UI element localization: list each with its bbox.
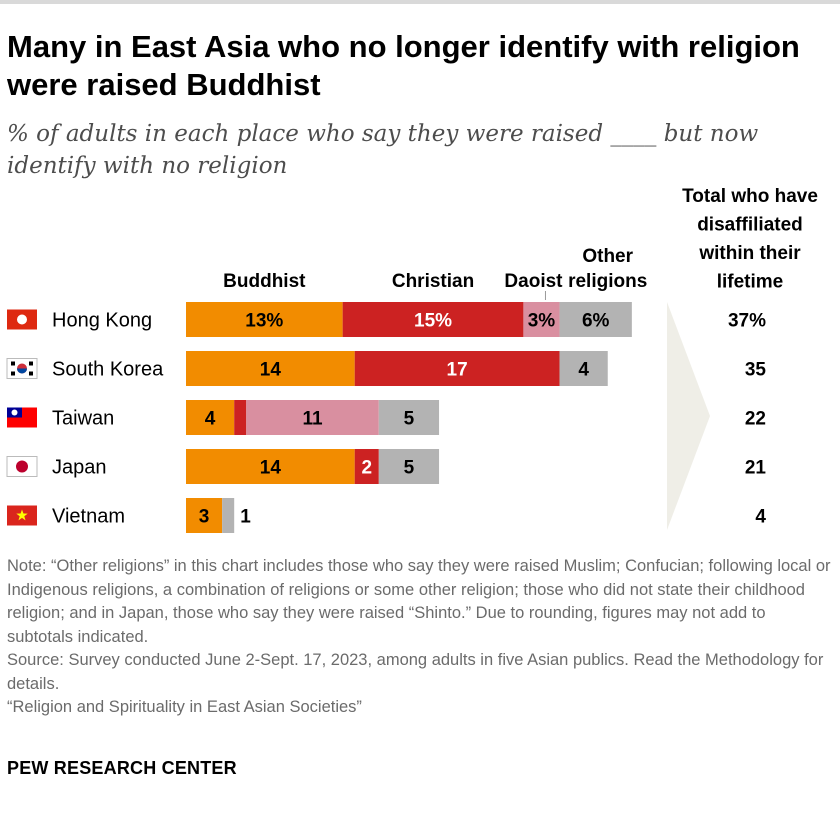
bar-segment xyxy=(246,400,379,435)
data-label: 14 xyxy=(260,360,282,381)
data-label: 15% xyxy=(414,311,452,332)
totals-header: disaffiliated xyxy=(697,215,803,236)
data-label: 1 xyxy=(240,507,251,528)
legend-label: Buddhist xyxy=(223,271,306,292)
flag-emblem xyxy=(11,409,18,416)
total-value: 35 xyxy=(745,360,767,381)
data-label: 5 xyxy=(404,458,415,479)
report-title: “Religion and Spirituality in East Asian… xyxy=(7,698,362,716)
category-label: Japan xyxy=(52,457,107,479)
total-value: 4 xyxy=(755,507,766,528)
total-value: 22 xyxy=(745,409,766,430)
brand-logo-text: PEW RESEARCH CENTER xyxy=(7,758,237,778)
flag-trigram xyxy=(29,361,33,366)
flag-emblem xyxy=(17,368,27,374)
bar-segment xyxy=(222,498,235,533)
flag-trigram xyxy=(11,361,15,366)
bar-segment xyxy=(378,449,440,484)
bar-segment xyxy=(378,400,440,435)
bar-segment xyxy=(354,449,379,484)
data-label: 5 xyxy=(404,409,415,430)
category-label: Vietnam xyxy=(52,506,125,528)
flag-emblem xyxy=(16,509,28,521)
flag-trigram xyxy=(11,371,15,376)
flag-trigram xyxy=(29,371,33,376)
flag-emblem xyxy=(16,460,28,473)
data-label: 2 xyxy=(361,458,372,479)
top-rule xyxy=(0,0,840,4)
data-label: 3% xyxy=(528,311,556,332)
total-value: 37% xyxy=(728,311,766,332)
totals-header: lifetime xyxy=(717,272,784,293)
total-value: 21 xyxy=(745,458,767,479)
legend-label: Other xyxy=(582,246,633,267)
bar-segment xyxy=(186,351,355,386)
bar-segment xyxy=(186,449,355,484)
data-label: 4 xyxy=(205,409,216,430)
bar-segment xyxy=(186,400,235,435)
note-text: Note: “Other religions” in this chart in… xyxy=(7,557,831,646)
category-label: South Korea xyxy=(52,359,164,381)
flag-emblem xyxy=(17,314,27,325)
bar-segment xyxy=(186,302,343,337)
bar-segment xyxy=(559,351,608,386)
legend-label: religions xyxy=(568,271,647,292)
bar-segment xyxy=(186,498,223,533)
data-label: 17 xyxy=(447,360,468,381)
data-label: 3 xyxy=(199,507,210,528)
total-arrow-shape xyxy=(667,302,710,530)
bar-segment xyxy=(523,302,560,337)
bar-segment xyxy=(559,302,632,337)
chart-title: Many in East Asia who no longer identify… xyxy=(7,29,800,102)
data-label: 11 xyxy=(302,409,323,430)
bar-segment xyxy=(342,302,524,337)
chart-subtitle: % of adults in each place who say they w… xyxy=(7,121,759,179)
legend-label: Daoist xyxy=(504,271,563,292)
data-label: 14 xyxy=(260,458,282,479)
data-label: 4 xyxy=(578,360,589,381)
data-label: 13% xyxy=(245,311,283,332)
totals-header: within their xyxy=(698,243,801,264)
legend-label: Christian xyxy=(392,271,474,292)
data-label: 6% xyxy=(582,311,610,332)
bar-segment xyxy=(354,351,560,386)
bar-segment xyxy=(234,400,247,435)
totals-header: Total who have xyxy=(682,186,818,207)
category-label: Taiwan xyxy=(52,408,114,430)
source-text: Source: Survey conducted June 2-Sept. 17… xyxy=(7,651,824,693)
category-label: Hong Kong xyxy=(52,310,152,332)
notes: Note: “Other religions” in this chart in… xyxy=(7,555,833,720)
stacked-bar-chart: Buddhist Christian Daoist Other religions Tot… xyxy=(6,186,818,533)
